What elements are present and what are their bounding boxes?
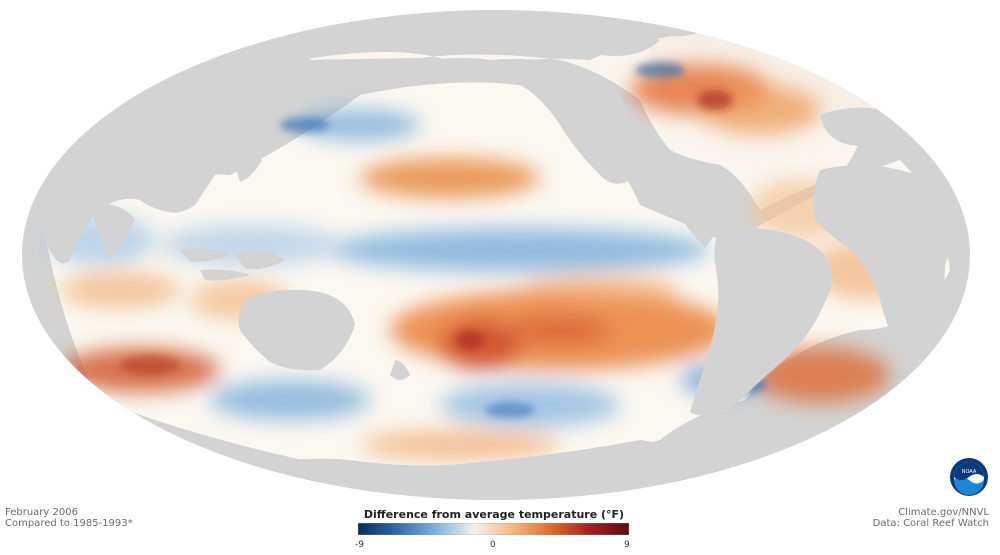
- noaa-logo-text: NOAA: [962, 469, 977, 475]
- north-america: [415, 57, 718, 248]
- south-america: [690, 228, 832, 416]
- source-label: Data: Coral Reef Watch: [872, 518, 989, 529]
- legend-max-label: 9: [624, 540, 630, 550]
- legend-color-bar: [358, 523, 629, 535]
- date-label: February 2006: [5, 507, 78, 518]
- legend-mid-label: 0: [490, 540, 496, 550]
- legend-min-label: -9: [355, 540, 364, 550]
- noaa-logo: NOAA: [950, 458, 988, 496]
- legend-title: Difference from average temperature (°F): [363, 508, 625, 521]
- color-legend: Difference from average temperature (°F)…: [355, 507, 630, 552]
- baseline-label: Compared to 1985-1993*: [5, 518, 133, 529]
- credit-label: Climate.gov/NNVL: [898, 507, 989, 518]
- australia: [238, 289, 355, 371]
- africa: [813, 165, 960, 346]
